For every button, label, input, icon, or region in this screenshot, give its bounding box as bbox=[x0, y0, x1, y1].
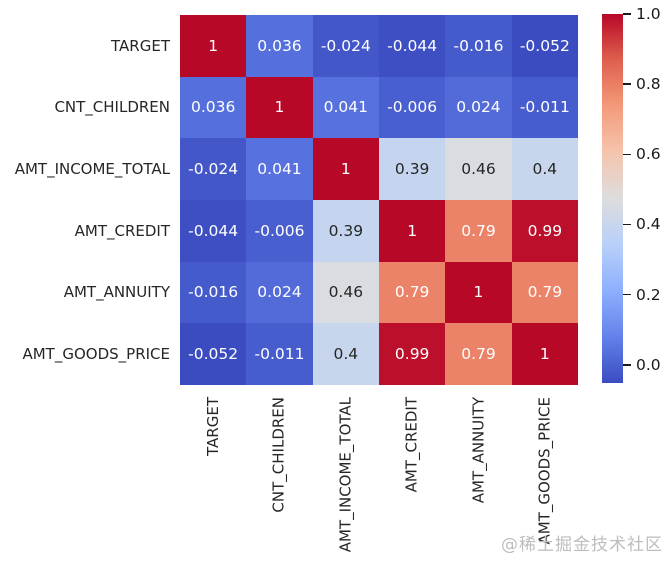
heatmap-cell: 0.036 bbox=[246, 15, 313, 77]
heatmap-cell: 0.46 bbox=[312, 261, 379, 324]
heatmap-cell: 1 bbox=[379, 200, 446, 262]
colorbar-tick-mark bbox=[623, 293, 631, 296]
heatmap-cell: 0.79 bbox=[445, 323, 512, 385]
heatmap-cell: 0.036 bbox=[180, 76, 247, 139]
heatmap-cell: 0.99 bbox=[511, 200, 578, 262]
colorbar-tick-mark bbox=[623, 153, 631, 156]
heatmap-cell: -0.016 bbox=[445, 15, 512, 77]
x-tick-label: AMT_ANNUITY bbox=[469, 397, 487, 504]
heatmap-cell: 0.99 bbox=[379, 323, 446, 385]
heatmap-cell: 0.4 bbox=[312, 323, 379, 385]
colorbar-tick-mark bbox=[623, 364, 631, 366]
x-tick-label: AMT_CREDIT bbox=[402, 397, 421, 493]
y-tick-label: CNT_CHILDREN bbox=[54, 98, 170, 117]
colorbar-tick-label: 0.8 bbox=[636, 75, 661, 94]
y-tick-label: TARGET bbox=[111, 36, 170, 55]
watermark: @稀土掘金技术社区 bbox=[501, 535, 663, 555]
colorbar-tick-mark bbox=[623, 223, 631, 226]
heatmap-cell: 0.041 bbox=[312, 76, 379, 139]
heatmap-cell: 0.46 bbox=[445, 138, 512, 200]
colorbar-tick-label: 1.0 bbox=[636, 5, 661, 23]
colorbar-tick-label: 0.2 bbox=[636, 285, 661, 304]
x-tick-label: TARGET bbox=[203, 397, 222, 456]
heatmap-cell: -0.016 bbox=[180, 261, 247, 324]
x-tick-label: CNT_CHILDREN bbox=[270, 397, 288, 513]
colorbar bbox=[602, 14, 623, 383]
heatmap-cell: 0.79 bbox=[379, 261, 446, 324]
colorbar-tick-label: 0.0 bbox=[636, 355, 661, 374]
x-tick-label: AMT_INCOME_TOTAL bbox=[336, 397, 355, 553]
heatmap-cell: -0.052 bbox=[511, 15, 578, 77]
colorbar-tick-mark bbox=[623, 13, 631, 15]
heatmap-cell: 0.39 bbox=[312, 200, 379, 262]
heatmap-cell: -0.006 bbox=[379, 76, 446, 139]
heatmap-cell: -0.052 bbox=[180, 323, 247, 385]
heatmap-cell: -0.006 bbox=[246, 200, 313, 262]
heatmap-cell: -0.044 bbox=[379, 15, 446, 77]
heatmap-cell: 1 bbox=[180, 15, 247, 77]
y-tick-label: AMT_ANNUITY bbox=[63, 283, 170, 302]
heatmap-cell: 1 bbox=[246, 76, 313, 139]
y-tick-label: AMT_INCOME_TOTAL bbox=[14, 160, 170, 179]
heatmap-cell: 0.79 bbox=[445, 200, 512, 262]
heatmap-cell: -0.044 bbox=[180, 200, 247, 262]
heatmap-cell: 1 bbox=[312, 138, 379, 200]
heatmap: 1 0.036 -0.024 -0.044 -0.016 -0.052 0.036 1 0.04… bbox=[180, 15, 578, 385]
heatmap-cell: -0.024 bbox=[180, 138, 247, 200]
heatmap-cell: 0.39 bbox=[379, 138, 446, 200]
heatmap-cell: 0.024 bbox=[246, 261, 313, 324]
heatmap-cell: -0.011 bbox=[246, 323, 313, 385]
y-tick-label: AMT_GOODS_PRICE bbox=[22, 345, 170, 364]
heatmap-cell: 1 bbox=[445, 261, 512, 324]
y-tick-label: AMT_CREDIT bbox=[74, 221, 170, 240]
heatmap-cell: 0.79 bbox=[511, 261, 578, 324]
heatmap-cell: -0.024 bbox=[312, 15, 379, 77]
heatmap-cell: 1 bbox=[511, 323, 578, 385]
colorbar-tick-label: 0.6 bbox=[636, 145, 661, 164]
x-tick-label: AMT_GOODS_PRICE bbox=[535, 397, 554, 545]
colorbar-tick-label: 0.4 bbox=[636, 215, 661, 234]
heatmap-cell: 0.041 bbox=[246, 138, 313, 200]
heatmap-cell: -0.011 bbox=[511, 76, 578, 139]
heatmap-cell: 0.024 bbox=[445, 76, 512, 139]
heatmap-cell: 0.4 bbox=[511, 138, 578, 200]
colorbar-tick-mark bbox=[623, 83, 631, 85]
